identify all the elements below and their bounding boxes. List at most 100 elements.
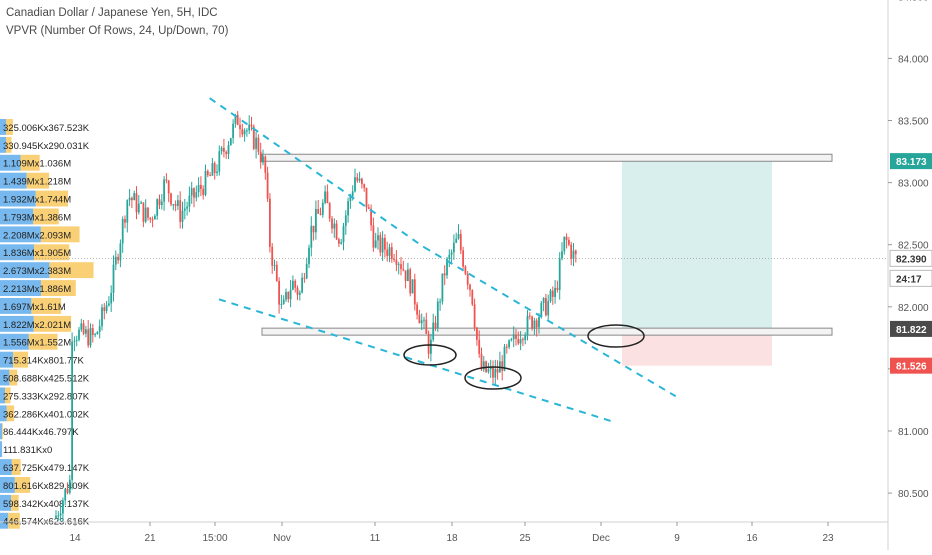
candle-down <box>225 151 228 155</box>
candle-down <box>338 239 340 244</box>
price-tick-label: 81.000 <box>898 427 929 438</box>
candle-down <box>266 172 269 199</box>
candle-down <box>370 208 372 226</box>
candle-down <box>174 204 177 206</box>
candle-up <box>572 250 575 259</box>
highlight-ellipse <box>403 344 457 366</box>
candle-up <box>538 317 540 328</box>
vpvr-up-bar <box>0 423 2 440</box>
candle-down <box>568 239 570 245</box>
candle-down <box>361 178 363 185</box>
candle-up <box>439 301 441 303</box>
candle-up <box>549 290 552 302</box>
vpvr-label: 598.342Kx408.137K <box>3 499 90 510</box>
candle-down <box>416 304 418 315</box>
candle-down <box>574 250 577 255</box>
candle-up <box>489 366 492 370</box>
time-tick-label: 21 <box>144 533 156 544</box>
candle-up <box>349 196 352 202</box>
candle-down <box>393 259 395 261</box>
price-tag-entry <box>890 320 932 337</box>
vpvr-down-bar <box>2 423 3 440</box>
candle-down <box>326 191 329 204</box>
candle-down <box>331 218 333 229</box>
candle-up <box>190 188 193 196</box>
vpvr-label: 1.109Mx1.036M <box>3 159 71 170</box>
vpvr-down-bar <box>14 477 31 493</box>
time-tick-label: 14 <box>69 533 81 544</box>
vpvr-down-bar <box>11 494 19 511</box>
candle-down <box>471 289 474 305</box>
vpvr-label: 2.208Mx2.093M <box>3 230 71 241</box>
candle-up <box>137 203 140 213</box>
vpvr-down-bar <box>33 244 70 261</box>
candle-down <box>252 126 255 149</box>
vpvr-up-bar <box>0 298 32 314</box>
candle-up <box>273 264 276 266</box>
candle-up <box>457 234 460 239</box>
candle-down <box>501 361 504 371</box>
vpvr-up-bar <box>0 244 34 261</box>
vpvr-label: 508.688Kx425.512K <box>3 374 90 385</box>
vpvr-label: 111.831Kx0 <box>3 445 52 456</box>
candle-up <box>381 237 384 253</box>
vpvr-down-bar <box>6 405 15 422</box>
vpvr-down-bar <box>6 136 12 153</box>
candle-up <box>503 346 506 371</box>
highlight-ellipse <box>587 324 645 348</box>
candle-up <box>140 202 142 204</box>
vpvr-label: 1.697Mx1.61M <box>3 302 66 313</box>
candle-up <box>234 114 237 124</box>
trendline-1 <box>209 97 425 249</box>
candle-down <box>170 193 172 205</box>
candle-up <box>89 328 92 346</box>
candle-up <box>542 297 545 304</box>
candle-up <box>533 320 536 329</box>
price-tag-label: 82.390 <box>896 254 927 265</box>
candle-up <box>101 307 103 327</box>
candle-up <box>183 208 186 211</box>
candle-up <box>280 303 283 305</box>
candle-up <box>211 163 214 176</box>
candle-up <box>195 192 198 198</box>
candle-down <box>356 177 359 181</box>
candle-up <box>94 334 96 336</box>
price-tick-label: 83.000 <box>898 179 929 190</box>
vpvr-up-bar <box>0 512 9 529</box>
candle-up <box>154 215 156 220</box>
candle-down <box>402 269 405 271</box>
candle-up <box>524 335 527 341</box>
price-tag-countdown <box>889 269 932 287</box>
candle-down <box>179 200 182 222</box>
candle-up <box>163 179 165 202</box>
candle-up <box>126 200 129 223</box>
vpvr-label: 325.006Kx367.523K <box>3 123 90 134</box>
candle-up <box>487 369 490 372</box>
candle-down <box>531 316 533 329</box>
candle-down <box>386 249 389 256</box>
candle-down <box>473 304 476 328</box>
candle-up <box>248 124 251 131</box>
price-tick-label: 82.500 <box>898 241 929 252</box>
candle-up <box>508 340 510 348</box>
vpvr-up-bar <box>0 494 12 511</box>
candle-up <box>218 151 221 172</box>
candle-up <box>144 207 147 222</box>
candle-down <box>425 319 428 334</box>
candle-down <box>363 184 366 188</box>
candle-up <box>512 334 515 340</box>
candle-down <box>87 329 90 346</box>
candle-up <box>430 339 432 354</box>
candle-down <box>259 151 262 163</box>
candle-down <box>147 207 149 218</box>
vpvr-label: 715.314Kx801.77K <box>3 356 84 367</box>
candle-up <box>554 287 556 297</box>
candle-down <box>131 197 133 201</box>
candle-up <box>62 500 64 514</box>
vpvr-down-bar <box>33 315 72 332</box>
vpvr-label: 86.444Kx46.797K <box>3 427 79 438</box>
price-tick-label: 84.500 <box>898 0 929 3</box>
candle-up <box>188 195 191 207</box>
